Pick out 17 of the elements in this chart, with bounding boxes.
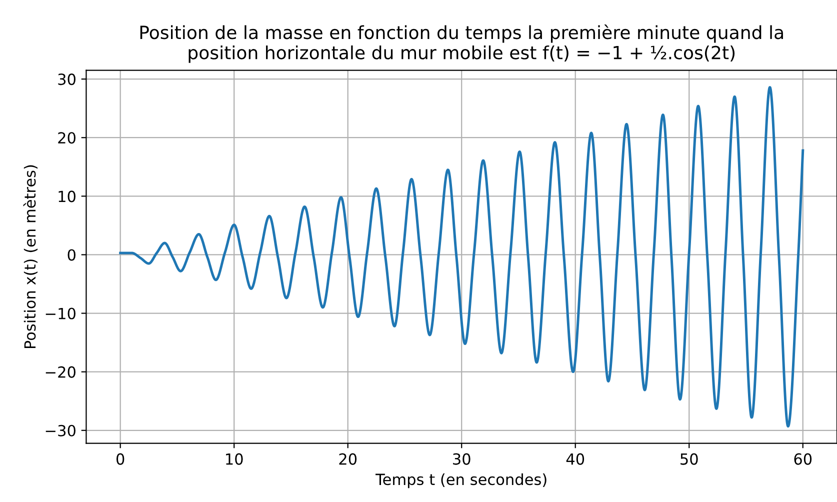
y-tick-label: −30 [46, 424, 76, 436]
chart-title: Position de la masse en fonction du temps la première minute quand la position horizontale du mur mobile est f(t) = −1 + ½.cos(2t) [140, 24, 783, 63]
y-tick-label: 10 [58, 190, 76, 202]
y-tick-label: −10 [46, 308, 76, 320]
x-tick-label: 30 [453, 453, 470, 465]
x-tick-label: 50 [680, 453, 698, 465]
x-tick-label: 20 [339, 453, 357, 465]
y-tick-label: 0 [68, 249, 76, 261]
x-tick-label: 60 [794, 453, 812, 465]
x-tick-label: 0 [116, 453, 124, 465]
x-tick-label: 40 [566, 453, 584, 465]
x-tick-label: 10 [226, 453, 243, 465]
x-axis-title: Temps t (en secondes) [376, 473, 546, 488]
y-tick-label: −20 [46, 366, 76, 378]
y-axis-title: Position x(t) (en mètres) [23, 165, 38, 348]
y-tick-label: 30 [58, 74, 76, 86]
y-tick-label: 20 [58, 132, 76, 144]
